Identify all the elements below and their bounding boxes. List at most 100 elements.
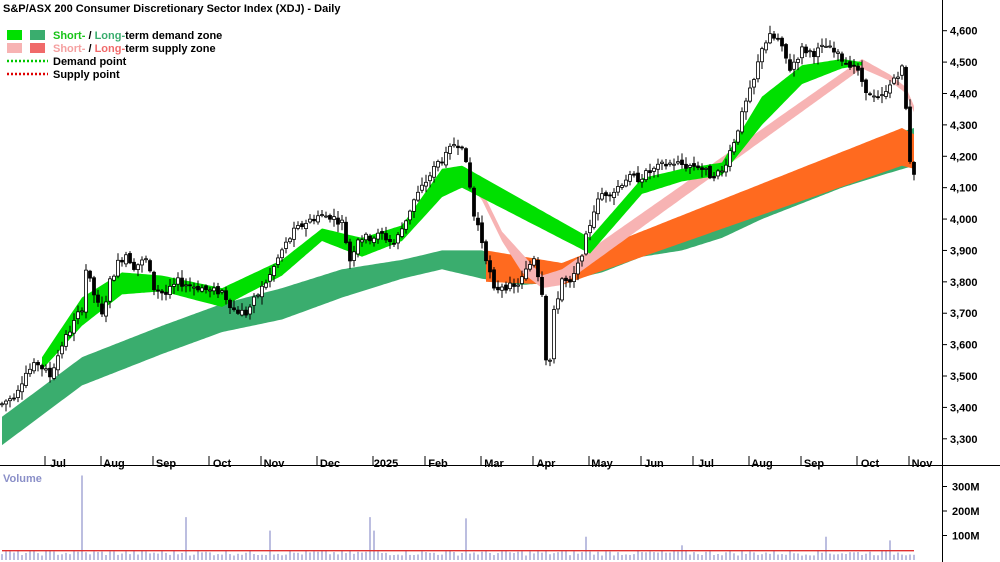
price-bar-body (584, 233, 588, 255)
x-tick-label: Jul (698, 458, 714, 470)
price-bar-body (852, 64, 856, 67)
volume-title: Volume (3, 473, 42, 485)
price-bar-body (512, 283, 516, 287)
price-bar-body (756, 61, 760, 80)
price-axis-ticks: 3,300 3,400 3,500 3,600 3,700 3,800 3,900 4,000… (942, 26, 978, 446)
price-bar-body (912, 162, 916, 175)
price-bar-body (688, 164, 692, 168)
price-bar-body (332, 216, 336, 220)
price-bar-body (380, 231, 384, 234)
price-bar-body (880, 94, 884, 97)
price-bar-body (500, 286, 504, 291)
price-bar-body (328, 215, 332, 220)
price-bar-body (628, 174, 632, 182)
price-bar-body (56, 355, 60, 371)
legend-label: Short- / Long-term supply zone (53, 43, 216, 55)
price-bar-body (220, 290, 224, 293)
price-bar-body (812, 51, 816, 58)
price-bar-body (824, 45, 828, 48)
price-bar-body (524, 268, 528, 280)
price-bar-body (208, 289, 212, 292)
volume-axis-ticks: 100M 200M 300M (942, 482, 980, 543)
price-bar-body (560, 278, 564, 301)
price-bar-body (388, 239, 392, 242)
price-bar-body (52, 367, 56, 379)
price-bar-body (224, 290, 228, 300)
price-bar-body (396, 234, 400, 244)
price-bar-body (676, 161, 680, 164)
price-bar-body (760, 48, 764, 63)
price-bar-body (800, 46, 804, 59)
legend-swatch-long (30, 30, 45, 40)
price-bar-body (236, 309, 240, 314)
price-bar-body (264, 282, 268, 288)
price-bar-body (836, 51, 840, 54)
price-bar-body (564, 277, 568, 281)
price-bar-body (888, 84, 892, 94)
price-bar-body (896, 76, 900, 79)
price-bar-body (736, 130, 740, 143)
price-bar-body (112, 275, 116, 281)
price-bar-body (204, 285, 208, 290)
price-bar-body (300, 223, 304, 228)
price-bar-body (636, 172, 640, 183)
x-tick-label: Oct (213, 458, 232, 470)
price-bar-body (580, 255, 584, 262)
price-bar-body (600, 193, 604, 200)
legend-label: Demand point (53, 56, 127, 68)
price-bar-body (76, 311, 80, 319)
price-bar-body (376, 232, 380, 240)
price-bar-body (356, 239, 360, 255)
price-bar-body (140, 259, 144, 266)
x-tick-label: 2025 (374, 458, 398, 470)
price-bar-body (536, 259, 540, 278)
price-bar-body (844, 62, 848, 65)
price-bar-body (136, 264, 140, 271)
price-bar-body (348, 241, 352, 262)
price-bar-body (460, 146, 464, 149)
y-tick-label: 3,300 (950, 434, 978, 446)
price-bar-body (700, 167, 704, 170)
price-bar-body (184, 284, 188, 287)
price-bar-body (776, 37, 780, 40)
price-bar-body (548, 359, 552, 362)
price-bar-body (124, 254, 128, 265)
x-tick-label: Jun (644, 458, 664, 470)
price-bar-body (724, 164, 728, 173)
price-bar-body (192, 286, 196, 289)
price-bar-body (252, 296, 256, 306)
price-bar-body (280, 249, 284, 259)
price-bar-body (108, 278, 112, 302)
price-bar-body (228, 299, 232, 309)
price-bar-body (88, 270, 92, 279)
price-bar-body (68, 331, 72, 336)
price-bar-body (692, 163, 696, 167)
price-bar-body (404, 220, 408, 230)
price-bar-body (148, 260, 152, 272)
price-bar-body (856, 65, 860, 71)
price-bar-body (592, 211, 596, 228)
price-bar-body (864, 79, 868, 94)
price-bar-body (344, 221, 348, 243)
price-bar-body (212, 287, 216, 292)
price-bar-body (176, 277, 180, 285)
zone-bands (2, 59, 914, 446)
price-bar-body (424, 181, 428, 187)
price-bar-body (740, 111, 744, 133)
price-bar-body (164, 291, 168, 295)
x-tick-label: Nov (264, 458, 286, 470)
price-bar-body (216, 286, 220, 295)
price-bar-body (336, 217, 340, 225)
price-bar-body (540, 277, 544, 295)
price-bar-body (612, 191, 616, 198)
legend-label: Short- / Long-term demand zone (53, 30, 222, 42)
x-tick-label: Aug (751, 458, 772, 470)
price-bar-body (720, 170, 724, 173)
y-tick-label: 4,500 (950, 57, 978, 69)
price-bar-body (788, 59, 792, 71)
y-tick-label: 4,000 (950, 214, 978, 226)
x-tick-label: Sep (156, 458, 176, 470)
price-bar-body (696, 165, 700, 169)
price-bar-body (432, 166, 436, 178)
